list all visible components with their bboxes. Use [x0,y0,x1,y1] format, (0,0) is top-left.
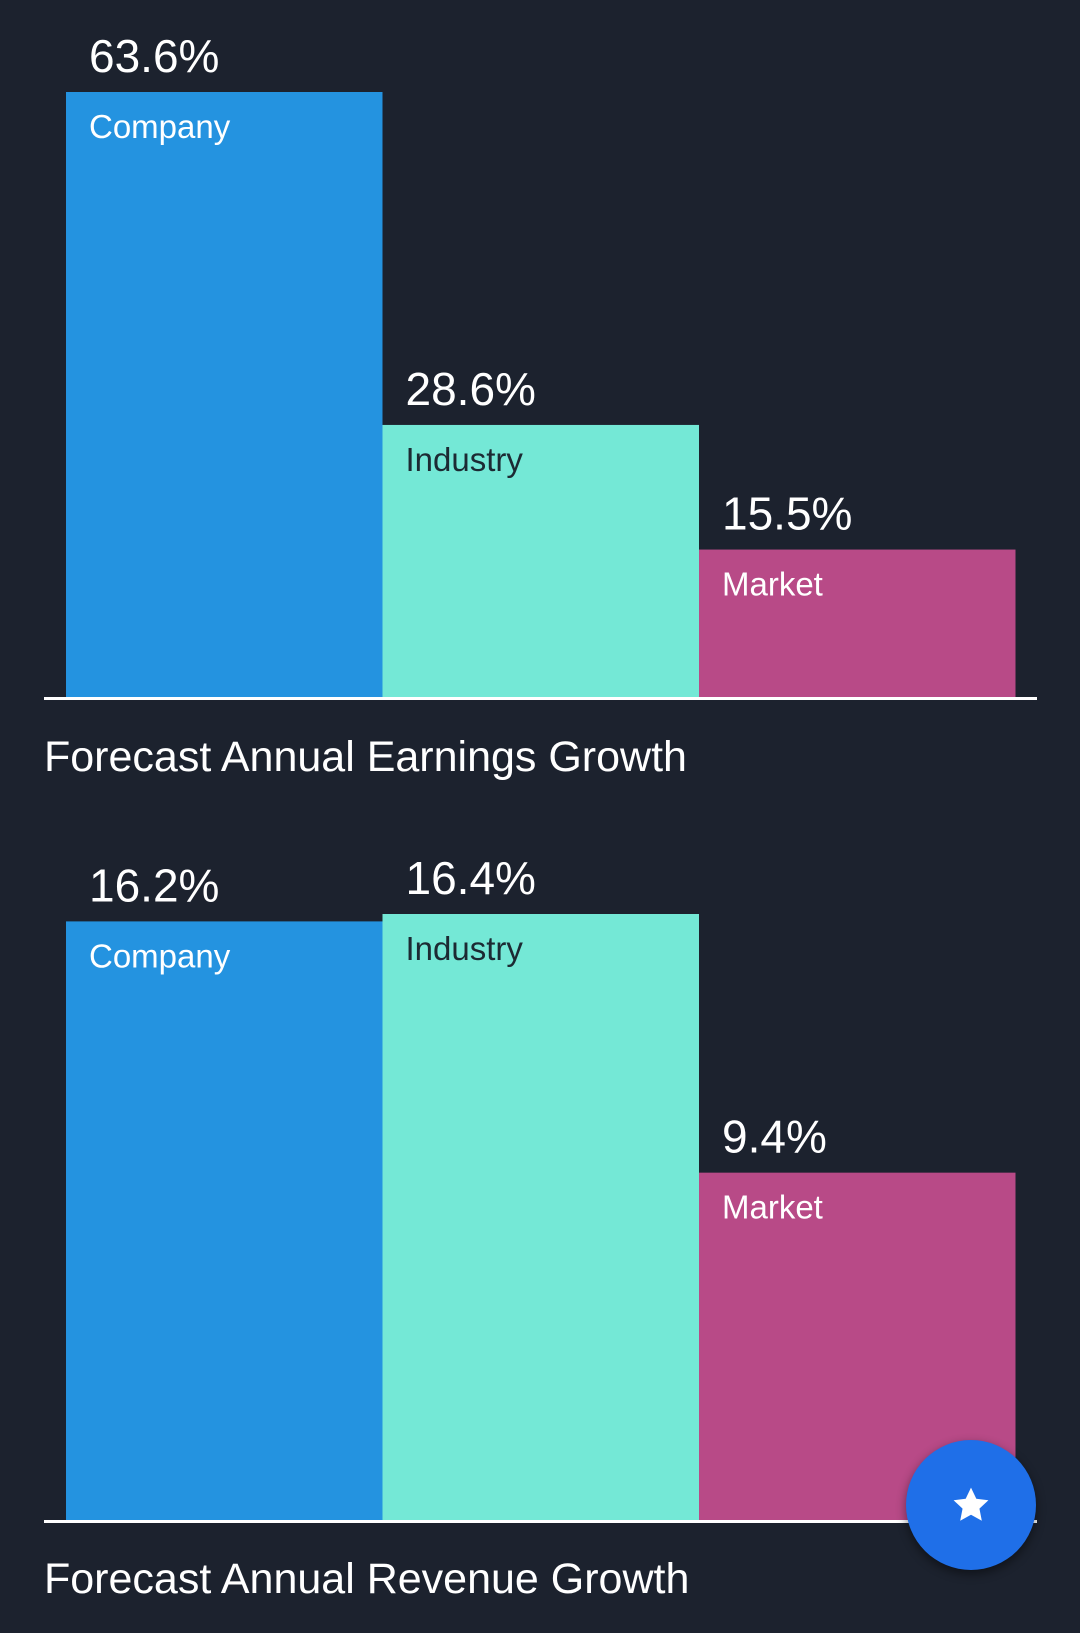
earnings-bar-company [66,92,383,697]
earnings-growth-chart: 63.6% Company 28.6% Industry 15.5% Market [0,0,1080,800]
earnings-value-label-company: 63.6% [89,30,219,82]
watchlist-star-button[interactable] [906,1440,1036,1570]
earnings-bar-label-market: Market [722,566,823,603]
revenue-bar-label-market: Market [722,1189,823,1226]
star-icon [953,1487,989,1521]
earnings-bar-label-company: Company [89,108,231,145]
revenue-chart-title: Forecast Annual Revenue Growth [44,1555,690,1603]
revenue-growth-bars: 16.2% Company 16.4% Industry 9.4% Market [44,852,1037,1523]
earnings-value-label-industry: 28.6% [406,363,536,415]
earnings-chart-title: Forecast Annual Earnings Growth [44,733,687,781]
earnings-bar-industry [382,424,699,697]
revenue-value-label-industry: 16.4% [406,852,536,904]
revenue-bar-label-company: Company [89,937,231,974]
revenue-growth-chart: 16.2% Company 16.4% Industry 9.4% Market [0,820,1080,1633]
earnings-value-label-market: 15.5% [722,488,852,540]
earnings-bar-market [699,549,1016,697]
revenue-value-label-market: 9.4% [722,1111,827,1163]
revenue-bar-industry [382,914,699,1520]
earnings-bar-label-industry: Industry [406,441,524,478]
revenue-value-label-company: 16.2% [89,859,219,911]
revenue-bar-label-industry: Industry [406,930,524,967]
earnings-growth-bars: 63.6% Company 28.6% Industry 15.5% Market [44,30,1037,700]
revenue-bar-company [66,921,383,1520]
